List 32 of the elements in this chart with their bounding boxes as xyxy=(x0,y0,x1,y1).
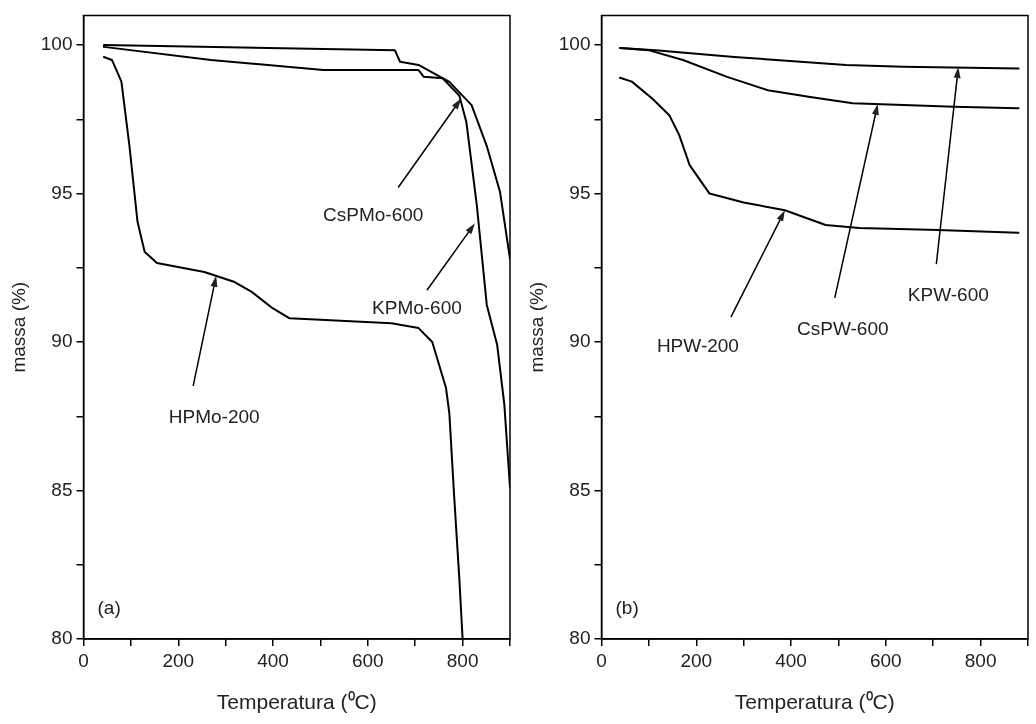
y-tick-label: 80 xyxy=(569,627,591,649)
x-axis-title: Temperatura (⁰C) xyxy=(216,690,377,714)
annotation: HPMo-200 xyxy=(168,406,260,428)
y-tick-label: 90 xyxy=(51,330,73,352)
annotation: CsPMo-600 xyxy=(323,203,424,225)
x-tick-label: 200 xyxy=(680,649,713,671)
x-tick-label: 400 xyxy=(257,649,289,671)
x-tick-label: 600 xyxy=(351,649,384,671)
y-tick-label: 90 xyxy=(569,330,591,352)
x-tick-label: 0 xyxy=(78,649,89,671)
annotation: KPW-600 xyxy=(907,284,989,306)
y-tick-label: 100 xyxy=(558,33,591,55)
annotation: KPMo-600 xyxy=(372,296,462,318)
y-tick-label: 95 xyxy=(51,181,73,203)
x-tick-label: 800 xyxy=(964,649,997,671)
y-axis-title: massa (%) xyxy=(7,281,29,373)
annotation: (b) xyxy=(615,597,639,619)
annotation: HPW-200 xyxy=(656,335,739,357)
y-tick-label: 85 xyxy=(569,478,591,500)
x-tick-label: 400 xyxy=(775,649,807,671)
annotation: (a) xyxy=(97,597,121,619)
x-tick-label: 600 xyxy=(869,649,902,671)
y-tick-label: 100 xyxy=(40,33,73,55)
y-tick-label: 80 xyxy=(51,627,73,649)
y-tick-label: 85 xyxy=(51,478,73,500)
x-tick-label: 800 xyxy=(446,649,479,671)
annotation: CsPW-600 xyxy=(797,318,889,340)
x-tick-label: 0 xyxy=(596,649,607,671)
y-tick-label: 95 xyxy=(569,181,591,203)
y-axis-title: massa (%) xyxy=(525,281,547,373)
x-tick-label: 200 xyxy=(162,649,195,671)
x-axis-title: Temperatura (⁰C) xyxy=(734,690,895,714)
